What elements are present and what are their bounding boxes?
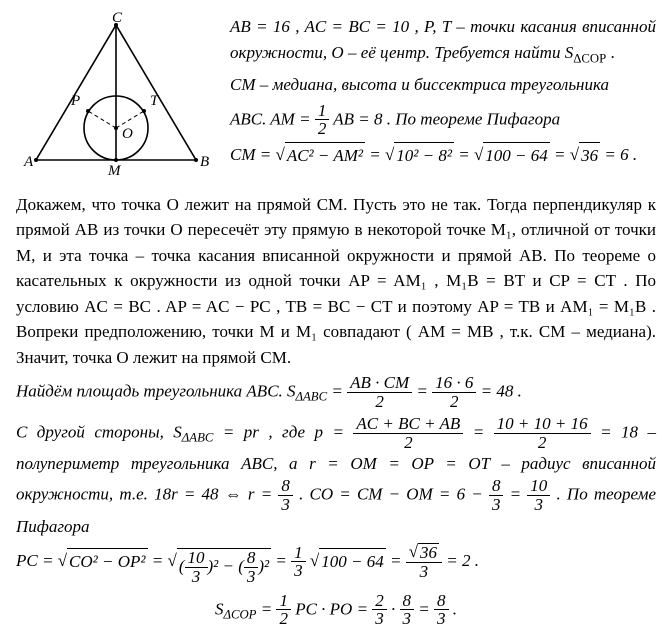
svg-text:A: A xyxy=(23,154,34,170)
area-line: Найдём площадь треугольника ABC. SΔABC =… xyxy=(16,374,656,411)
svg-text:P: P xyxy=(70,93,80,109)
triangle-diagram: A B C M O P T xyxy=(16,10,216,188)
proof-para: Докажем, что точка O лежит на прямой CM.… xyxy=(16,192,656,371)
given: AB = 16 , AC = BC = 10 , P, T – точки ка… xyxy=(230,14,656,68)
svg-text:M: M xyxy=(107,163,122,179)
svg-text:C: C xyxy=(112,10,123,26)
cm-line: CM = AC² − AM² = 10² − 8² = 100 − 64 = 3… xyxy=(230,142,656,169)
pc-line: PC = CO² − OP² = (103)² − (83)² = 13 100… xyxy=(16,543,656,585)
svg-text:O: O xyxy=(122,126,133,142)
svg-text:B: B xyxy=(200,154,209,170)
final-line: SΔCOP = 12 PC · PO = 23 · 83 = 83 . xyxy=(16,592,656,629)
cm-def: CM – медиана, высота и биссектриса треуг… xyxy=(230,72,656,98)
semiperimeter-line: С другой стороны, SΔABC = pr , где p = A… xyxy=(16,415,656,539)
am-line: ABC. AM = 12 AB = 8 . По теореме Пифагор… xyxy=(230,102,656,139)
